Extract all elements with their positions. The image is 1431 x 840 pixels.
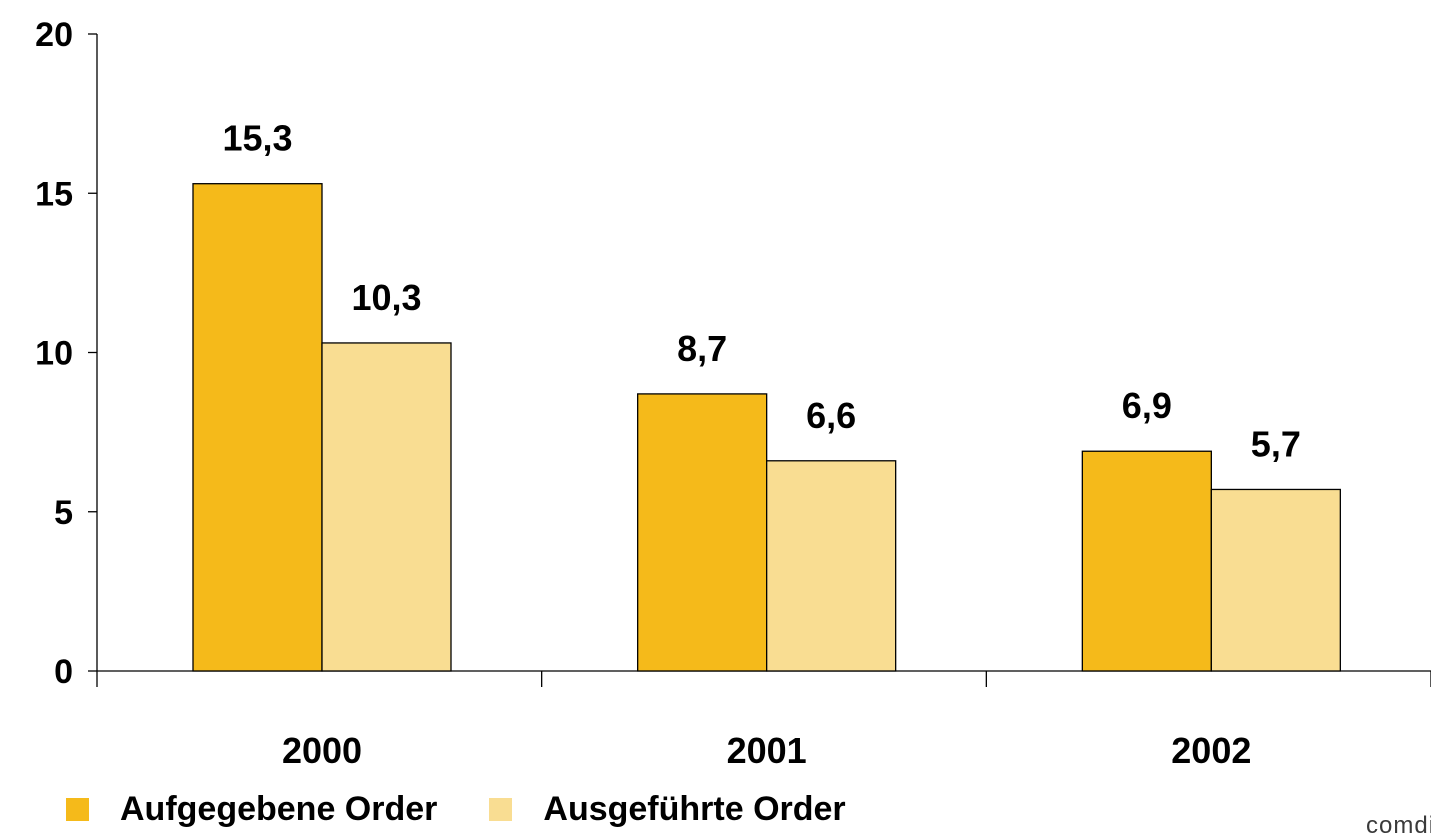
legend: Aufgegebene Order Ausgeführte Order — [66, 790, 846, 829]
y-tick-label: 20 — [35, 16, 73, 54]
legend-item-aufgegebene: Aufgegebene Order — [66, 790, 437, 829]
x-tick-label: 2001 — [727, 730, 807, 771]
logo-text: comdi — [1366, 812, 1431, 839]
y-tick-label: 10 — [35, 335, 73, 373]
legend-swatch-ausgefuehrte — [489, 798, 513, 821]
data-label: 8,7 — [677, 328, 727, 369]
bar — [1210, 488, 1341, 672]
bar — [321, 342, 452, 672]
bar — [192, 183, 323, 672]
bars — [192, 183, 1341, 672]
data-label: 6,6 — [806, 395, 856, 436]
legend-item-ausgefuehrte: Ausgeführte Order — [489, 790, 846, 829]
logo: comdi — [1366, 812, 1431, 840]
bar — [766, 460, 897, 672]
y-tick-label: 15 — [35, 175, 73, 213]
x-tick-label: 2002 — [1171, 730, 1251, 771]
bar — [637, 393, 768, 672]
data-label: 6,9 — [1122, 385, 1172, 426]
y-tick-label: 0 — [54, 653, 73, 691]
legend-swatch-aufgegebene — [66, 798, 89, 821]
x-tick-label: 2000 — [282, 730, 362, 771]
legend-label-aufgegebene: Aufgegebene Order — [120, 790, 438, 828]
y-tick-label: 5 — [54, 494, 73, 532]
legend-label-ausgefuehrte: Ausgeführte Order — [543, 790, 846, 828]
labels: 15,3 10,3 2000 8,7 6,6 2001 6,9 5,7 2002 — [222, 118, 1300, 771]
bar — [1081, 450, 1212, 672]
data-label: 5,7 — [1251, 423, 1301, 464]
data-label: 15,3 — [222, 118, 292, 159]
data-label: 10,3 — [351, 277, 421, 318]
